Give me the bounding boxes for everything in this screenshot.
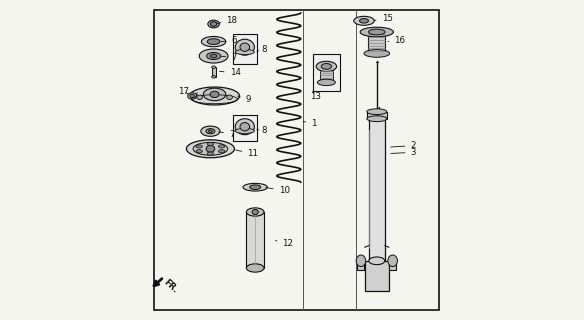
Text: 7: 7: [221, 53, 237, 62]
Text: FR.: FR.: [162, 277, 179, 294]
Text: 3: 3: [391, 148, 416, 157]
Ellipse shape: [207, 39, 220, 44]
Ellipse shape: [318, 79, 335, 86]
Ellipse shape: [187, 93, 197, 99]
Text: 9: 9: [238, 95, 251, 104]
Ellipse shape: [210, 22, 217, 26]
Ellipse shape: [235, 50, 255, 55]
Ellipse shape: [235, 119, 255, 135]
Text: 2: 2: [391, 141, 416, 150]
Text: 8: 8: [257, 45, 267, 54]
Ellipse shape: [207, 152, 214, 155]
Text: 18: 18: [216, 16, 238, 25]
Bar: [320, 69, 333, 83]
Ellipse shape: [250, 185, 260, 189]
Ellipse shape: [196, 150, 203, 153]
Text: 11: 11: [235, 149, 258, 158]
Bar: [369, 117, 385, 261]
Ellipse shape: [201, 126, 220, 136]
Ellipse shape: [369, 257, 385, 265]
Ellipse shape: [207, 52, 221, 60]
Ellipse shape: [193, 142, 228, 155]
Text: 5: 5: [369, 112, 381, 121]
Ellipse shape: [388, 255, 398, 267]
Ellipse shape: [235, 39, 255, 55]
Ellipse shape: [210, 91, 219, 98]
Text: 17: 17: [178, 87, 189, 96]
Ellipse shape: [360, 27, 394, 37]
Ellipse shape: [321, 63, 332, 69]
Ellipse shape: [367, 116, 387, 122]
Ellipse shape: [354, 16, 374, 25]
Bar: [246, 212, 264, 268]
Ellipse shape: [364, 50, 390, 57]
Ellipse shape: [252, 210, 258, 215]
Text: 15: 15: [374, 14, 392, 23]
Ellipse shape: [199, 49, 228, 63]
Text: 4: 4: [369, 107, 381, 116]
Bar: [233, 115, 257, 141]
Ellipse shape: [240, 43, 249, 52]
Ellipse shape: [218, 150, 225, 153]
Ellipse shape: [316, 61, 336, 72]
Bar: [389, 258, 396, 270]
Ellipse shape: [246, 208, 264, 216]
Ellipse shape: [356, 255, 366, 267]
Ellipse shape: [240, 123, 249, 131]
Ellipse shape: [218, 145, 225, 148]
Ellipse shape: [210, 54, 217, 58]
Text: 14: 14: [220, 68, 241, 77]
Ellipse shape: [367, 109, 387, 115]
Ellipse shape: [235, 128, 255, 133]
Bar: [211, 67, 215, 77]
Text: 13: 13: [310, 91, 321, 100]
Ellipse shape: [360, 19, 369, 23]
Text: 7: 7: [219, 130, 234, 139]
Text: 16: 16: [388, 36, 405, 44]
Bar: [357, 258, 364, 270]
Ellipse shape: [206, 129, 215, 134]
Ellipse shape: [201, 36, 226, 47]
Bar: [154, 10, 439, 310]
Ellipse shape: [186, 140, 234, 158]
Ellipse shape: [207, 142, 214, 146]
Text: 1: 1: [303, 119, 317, 128]
Ellipse shape: [369, 29, 385, 35]
Ellipse shape: [197, 95, 203, 100]
Ellipse shape: [243, 183, 267, 191]
Bar: [367, 112, 387, 119]
Ellipse shape: [211, 76, 215, 78]
Text: 12: 12: [276, 239, 293, 248]
Bar: [369, 33, 385, 53]
Bar: [233, 34, 257, 64]
Bar: [313, 54, 340, 91]
Ellipse shape: [369, 113, 385, 121]
Bar: [365, 261, 389, 291]
Ellipse shape: [208, 130, 213, 132]
Ellipse shape: [246, 264, 264, 272]
Ellipse shape: [190, 87, 239, 105]
Ellipse shape: [227, 95, 232, 100]
Ellipse shape: [196, 145, 203, 148]
Ellipse shape: [203, 88, 226, 101]
Ellipse shape: [208, 20, 220, 28]
Polygon shape: [211, 22, 216, 26]
Ellipse shape: [206, 145, 215, 152]
Ellipse shape: [190, 94, 194, 98]
Text: 8: 8: [257, 126, 267, 135]
Text: 10: 10: [266, 186, 290, 195]
Text: 6: 6: [221, 36, 237, 45]
Ellipse shape: [211, 66, 215, 68]
